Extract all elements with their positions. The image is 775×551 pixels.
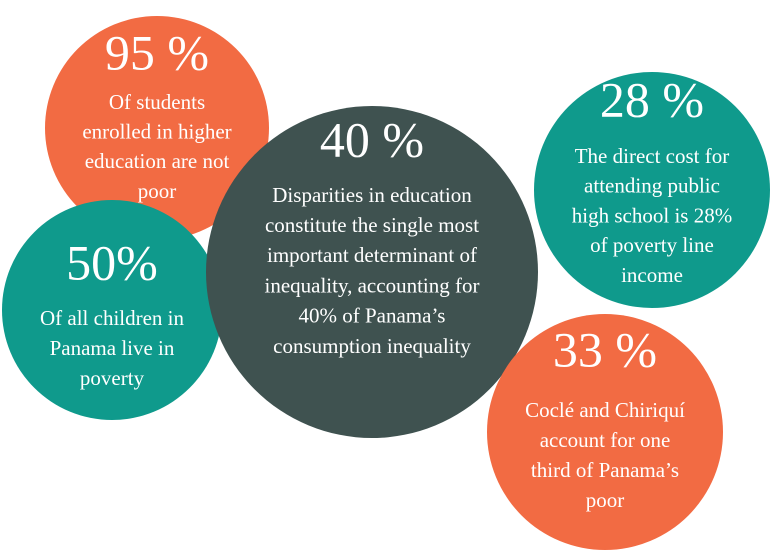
stat-description: third of Panama’s [531,458,679,482]
stat-description: education are not [85,149,230,173]
stat-description: income [621,263,683,287]
stat-value: 50% [66,234,158,290]
stat-circle [45,16,269,240]
stat-description: Disparities in education [272,183,472,207]
stat-description: Coclé and Chiriquí [525,398,685,422]
stat-description: attending public [584,174,720,198]
stat-value: 40 % [320,111,424,167]
stat-description: poor [138,179,177,203]
stat-value: 33 % [553,321,657,377]
stat-description: of poverty line [590,233,714,257]
stat-description: poverty [80,366,145,390]
stat-circle [534,72,770,308]
stat-description: account for one [540,428,671,452]
stat-description: consumption inequality [273,334,471,358]
stat-description: constitute the single most [265,213,479,237]
stat-description: high school is 28% [572,203,732,227]
stat-value: 28 % [600,71,704,127]
stat-description: Of all children in [40,306,185,330]
stat-description: enrolled in higher [82,120,231,144]
stat-circle [206,106,538,438]
stat-description: 40% of Panama’s [299,304,446,328]
stat-description: The direct cost for [575,144,730,168]
stat-description: important determinant of [267,243,477,267]
stat-description: Panama live in [50,336,175,360]
stat-description: poor [586,488,625,512]
stat-value: 95 % [105,24,209,80]
stat-circle [487,314,723,550]
stat-circle [2,200,222,420]
stat-description: inequality, accounting for [265,273,480,297]
stat-description: Of students [109,90,205,114]
